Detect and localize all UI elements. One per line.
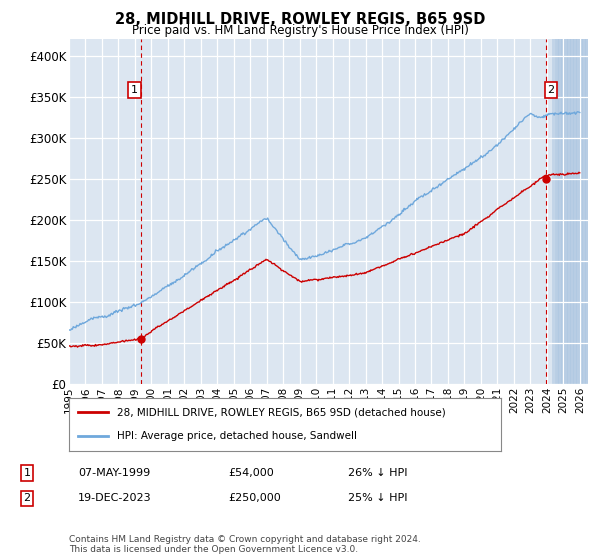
Text: £250,000: £250,000: [228, 493, 281, 503]
Bar: [555, 39, 596, 384]
Text: 2: 2: [548, 85, 554, 95]
Text: 1: 1: [23, 468, 31, 478]
Text: 19-DEC-2023: 19-DEC-2023: [78, 493, 152, 503]
Text: 2: 2: [23, 493, 31, 503]
Text: £54,000: £54,000: [228, 468, 274, 478]
Text: HPI: Average price, detached house, Sandwell: HPI: Average price, detached house, Sand…: [116, 431, 356, 441]
Text: 28, MIDHILL DRIVE, ROWLEY REGIS, B65 9SD (detached house): 28, MIDHILL DRIVE, ROWLEY REGIS, B65 9SD…: [116, 408, 445, 418]
Text: 1: 1: [131, 85, 138, 95]
Text: 28, MIDHILL DRIVE, ROWLEY REGIS, B65 9SD: 28, MIDHILL DRIVE, ROWLEY REGIS, B65 9SD: [115, 12, 485, 27]
Text: 25% ↓ HPI: 25% ↓ HPI: [348, 493, 407, 503]
Text: Contains HM Land Registry data © Crown copyright and database right 2024.
This d: Contains HM Land Registry data © Crown c…: [69, 535, 421, 554]
Text: Price paid vs. HM Land Registry's House Price Index (HPI): Price paid vs. HM Land Registry's House …: [131, 24, 469, 37]
Text: 26% ↓ HPI: 26% ↓ HPI: [348, 468, 407, 478]
Text: 07-MAY-1999: 07-MAY-1999: [78, 468, 150, 478]
